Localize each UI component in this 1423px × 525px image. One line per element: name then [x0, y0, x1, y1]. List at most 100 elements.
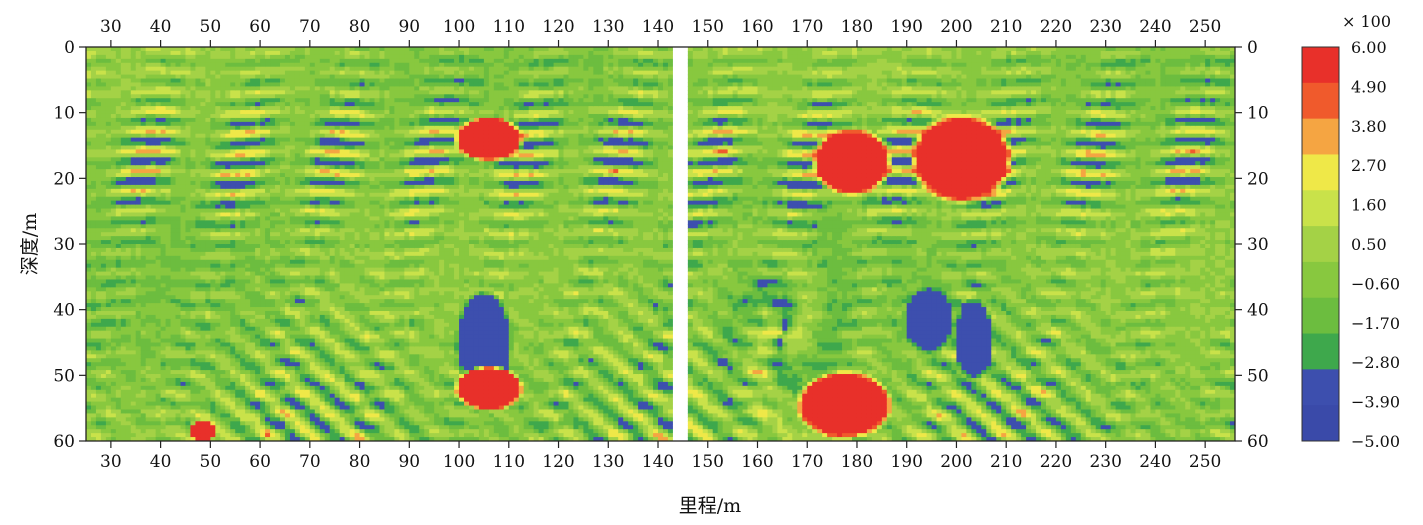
heat-cell: [294, 47, 301, 52]
heat-cell: [95, 433, 102, 438]
heat-cell: [235, 161, 241, 166]
heat-cell: [115, 240, 122, 245]
heat-cell: [95, 102, 102, 107]
heat-cell: [110, 283, 117, 288]
heat-cell: [255, 433, 261, 438]
heat-cell: [195, 251, 201, 257]
heat-cell: [105, 196, 112, 202]
heat-cell: [165, 161, 172, 166]
heat-cell: [185, 78, 192, 84]
heat-cell: [90, 433, 97, 438]
heat-cell: [155, 370, 162, 375]
heat-cell: [279, 299, 286, 304]
heat-cell: [95, 429, 102, 434]
heat-cell: [220, 409, 226, 415]
heat-cell: [235, 409, 241, 415]
heat-cell: [115, 393, 122, 399]
heat-cell: [299, 251, 306, 257]
heat-cell: [304, 318, 311, 324]
heat-cell: [200, 322, 206, 328]
heat-cell: [225, 291, 231, 296]
heat-cell: [86, 437, 92, 441]
heat-cell: [115, 157, 122, 162]
heat-cell: [309, 169, 316, 174]
heat-cell: [145, 263, 152, 269]
heat-cell: [130, 54, 137, 60]
heat-cell: [180, 133, 187, 139]
heat-cell: [185, 216, 192, 221]
heat-cell: [324, 129, 331, 135]
heat-cell: [314, 157, 321, 162]
heat-cell: [220, 161, 226, 166]
heat-cell: [284, 251, 291, 257]
heat-cell: [304, 381, 311, 387]
heat-cell: [170, 113, 177, 119]
heat-cell: [160, 346, 167, 351]
heat-cell: [145, 310, 152, 316]
heat-cell: [115, 113, 122, 119]
heat-cell: [275, 58, 281, 64]
heat-cell: [210, 374, 216, 379]
heat-cell: [180, 255, 187, 261]
heat-cell: [309, 216, 316, 221]
heat-cell: [90, 90, 97, 95]
heat-cell: [120, 287, 127, 292]
heat-cell: [200, 98, 206, 103]
heat-cell: [135, 397, 142, 403]
heat-cell: [160, 401, 167, 407]
heat-cell: [86, 318, 92, 324]
heat-cell: [220, 283, 226, 288]
heat-cell: [155, 70, 162, 76]
heat-cell: [230, 157, 236, 162]
heat-cell: [100, 161, 107, 166]
heat-cell: [130, 224, 137, 229]
heat-cell: [105, 236, 112, 241]
heat-cell: [180, 437, 187, 441]
heat-cell: [95, 196, 102, 202]
heat-cell: [185, 232, 192, 237]
heat-cell: [279, 149, 286, 154]
heat-cell: [279, 188, 286, 194]
heat-cell: [284, 326, 291, 332]
heat-cell: [245, 429, 251, 434]
heat-cell: [120, 401, 127, 407]
heat-cell: [160, 240, 167, 245]
heat-cell: [240, 295, 246, 300]
heat-cell: [225, 58, 231, 64]
heat-cell: [165, 192, 172, 198]
heat-cell: [225, 255, 231, 261]
heat-cell: [260, 157, 266, 162]
heat-cell: [289, 110, 296, 115]
heat-cell: [314, 58, 321, 64]
heat-cell: [90, 381, 97, 387]
heat-cell: [275, 310, 281, 316]
heat-cell: [275, 54, 281, 60]
heat-cell: [195, 330, 201, 336]
heat-cell: [265, 177, 271, 182]
heat-cell: [155, 358, 162, 363]
heat-cell: [185, 421, 192, 426]
heat-cell: [304, 125, 311, 131]
heat-cell: [130, 425, 137, 430]
heat-cell: [180, 82, 187, 87]
heat-cell: [289, 425, 296, 430]
heat-cell: [324, 381, 331, 387]
heat-cell: [215, 192, 221, 198]
heat-cell: [270, 125, 276, 131]
heat-cell: [130, 385, 137, 391]
heat-cell: [95, 94, 102, 99]
heat-cell: [150, 74, 157, 80]
heat-cell: [95, 244, 102, 249]
heat-cell: [215, 50, 221, 56]
heat-cell: [200, 437, 206, 441]
heat-cell: [314, 397, 321, 403]
heat-cell: [299, 358, 306, 363]
heat-cell: [255, 244, 261, 249]
heat-cell: [324, 98, 331, 103]
heat-cell: [294, 255, 301, 261]
heat-cell: [105, 433, 112, 438]
heat-cell: [150, 153, 157, 158]
heat-cell: [299, 232, 306, 237]
heat-cell: [299, 47, 306, 52]
heat-cell: [220, 54, 226, 60]
